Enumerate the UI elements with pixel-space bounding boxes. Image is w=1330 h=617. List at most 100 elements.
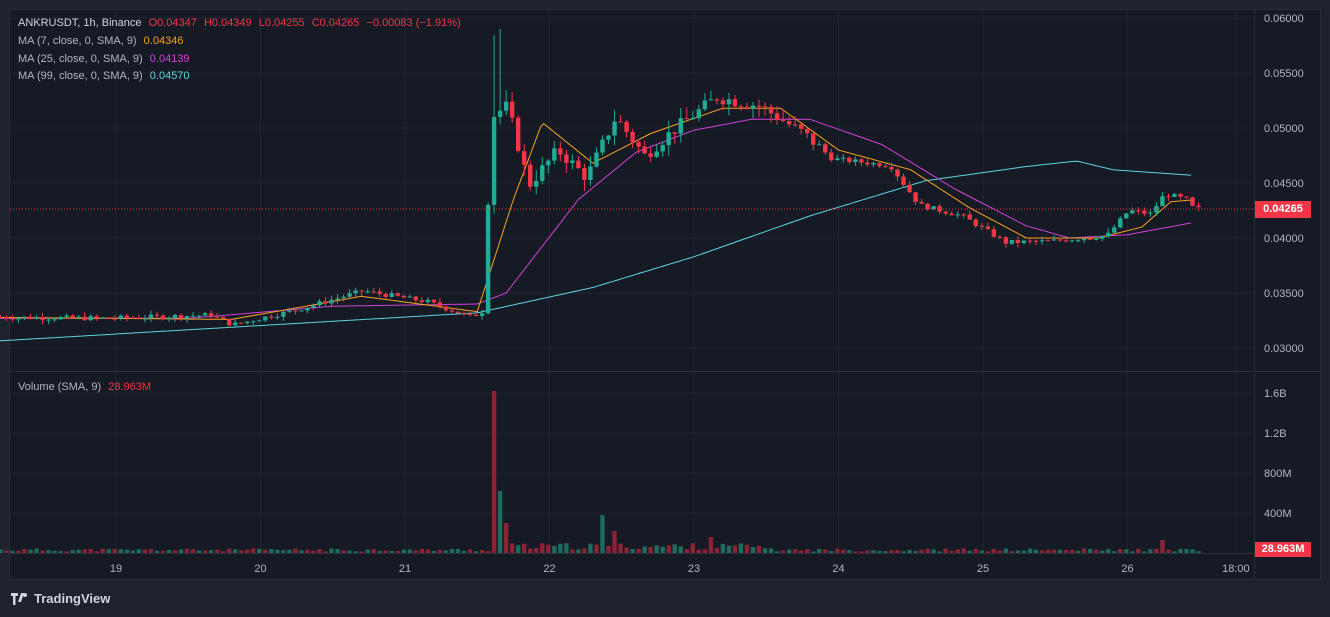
volume-bar [196, 550, 202, 553]
candle-body [479, 313, 485, 317]
volume-bar [1136, 548, 1141, 553]
candle-body [130, 317, 136, 319]
volume-bar [473, 551, 479, 553]
candle-body [184, 316, 190, 319]
candle-body [901, 176, 906, 185]
candle-body [817, 144, 822, 146]
candle-body [251, 321, 256, 323]
volume-bar [1021, 550, 1027, 553]
volume-bar [654, 545, 659, 553]
candle-body [919, 201, 924, 204]
volume-bar [16, 550, 21, 553]
candle-body [1196, 205, 1201, 208]
volume-bar [1033, 549, 1039, 553]
candle-body [220, 316, 226, 319]
ma25-value: 0.04139 [149, 53, 190, 65]
volume-bar [1118, 549, 1123, 553]
candle-body [353, 290, 358, 294]
volume-bars [0, 391, 1201, 553]
volume-bar [528, 548, 533, 553]
volume-bar [1160, 540, 1165, 553]
candle-body [0, 317, 3, 319]
volume-bar [251, 548, 256, 553]
symbol-legend[interactable]: ANKRUSDT, 1h, Binance O0.04347 H0.04349 … [18, 17, 465, 30]
candle-body [630, 131, 635, 142]
volume-bar [220, 551, 226, 553]
candle-body [335, 298, 340, 300]
volume-bar [750, 546, 756, 553]
volume-bar [214, 549, 220, 553]
volume-bar [100, 548, 105, 553]
candle-body [22, 316, 27, 318]
volume-bar [293, 548, 298, 553]
candle-body [202, 313, 208, 316]
change-value: −0.00083 (−1.91%) [366, 17, 461, 29]
candle-body [1057, 239, 1063, 241]
candle-body [281, 311, 286, 317]
volume-bar [425, 549, 431, 553]
volume-bar [317, 549, 322, 553]
volume-bar [913, 550, 918, 553]
volume-bar [1112, 551, 1117, 553]
candle-body [925, 203, 930, 210]
volume-bar [774, 551, 780, 553]
tradingview-brand[interactable]: TradingView [11, 591, 110, 606]
candle-body [245, 321, 250, 323]
volume-bar [786, 549, 792, 553]
volume-bar [1009, 551, 1015, 553]
symbol-pair[interactable]: ANKRUSDT, 1h, Binance [18, 17, 142, 29]
candle-body [70, 315, 75, 318]
volume-bar [491, 391, 497, 553]
brand-name: TradingView [34, 591, 111, 606]
volume-bar [58, 551, 63, 553]
ma25-legend[interactable]: MA (25, close, 0, SMA, 9) 0.04139 [18, 53, 194, 66]
volume-tick-label: 400M [1264, 508, 1292, 520]
candle-body [257, 320, 262, 322]
ma99-label: MA (99, close, 0, SMA, 9) [18, 70, 143, 82]
candle-body [744, 106, 750, 109]
volume-bar [497, 491, 503, 553]
candle-body [395, 293, 400, 296]
candle-body [299, 310, 304, 312]
volume-bar [997, 550, 1003, 553]
ma7-legend[interactable]: MA (7, close, 0, SMA, 9) 0.04346 [18, 35, 187, 48]
candle-body [829, 152, 834, 161]
chart-frame[interactable] [9, 9, 1321, 580]
candle-body [895, 169, 900, 177]
candle-body [491, 117, 497, 205]
ma99-legend[interactable]: MA (99, close, 0, SMA, 9) 0.04570 [18, 70, 194, 83]
volume-bar [552, 545, 557, 553]
volume-legend[interactable]: Volume (SMA, 9) 28.963M [18, 381, 155, 394]
candle-body [419, 300, 425, 303]
candle-body [1130, 210, 1135, 214]
candle-body [1015, 240, 1021, 244]
volume-bar [341, 550, 346, 553]
volume-bar [359, 551, 364, 553]
tradingview-logo-icon [11, 592, 27, 605]
volume-bar [52, 550, 57, 553]
candle-body [1100, 236, 1105, 239]
candle-body [726, 99, 732, 105]
volume-bar [160, 550, 166, 553]
volume-bar [798, 550, 804, 553]
volume-bar [371, 549, 376, 553]
volume-bar [1196, 551, 1201, 553]
time-axis-border [9, 553, 1255, 554]
candle-body [690, 118, 695, 120]
candle-body [961, 214, 966, 216]
volume-bar [40, 550, 45, 553]
volume-bar [696, 549, 702, 553]
candle-body [275, 316, 280, 318]
volume-bar [991, 548, 997, 553]
candle-body [859, 159, 864, 163]
volume-bar [895, 550, 900, 553]
volume-bar [275, 549, 280, 553]
volume-bar [305, 549, 310, 553]
volume-bar [558, 543, 563, 553]
volume-bar [672, 544, 677, 553]
volume-bar [877, 550, 882, 553]
time-axis: 19 20 21 22 23 24 25 26 18:00 [110, 563, 1250, 575]
pane-divider[interactable] [9, 371, 1321, 372]
candle-body [425, 299, 431, 303]
